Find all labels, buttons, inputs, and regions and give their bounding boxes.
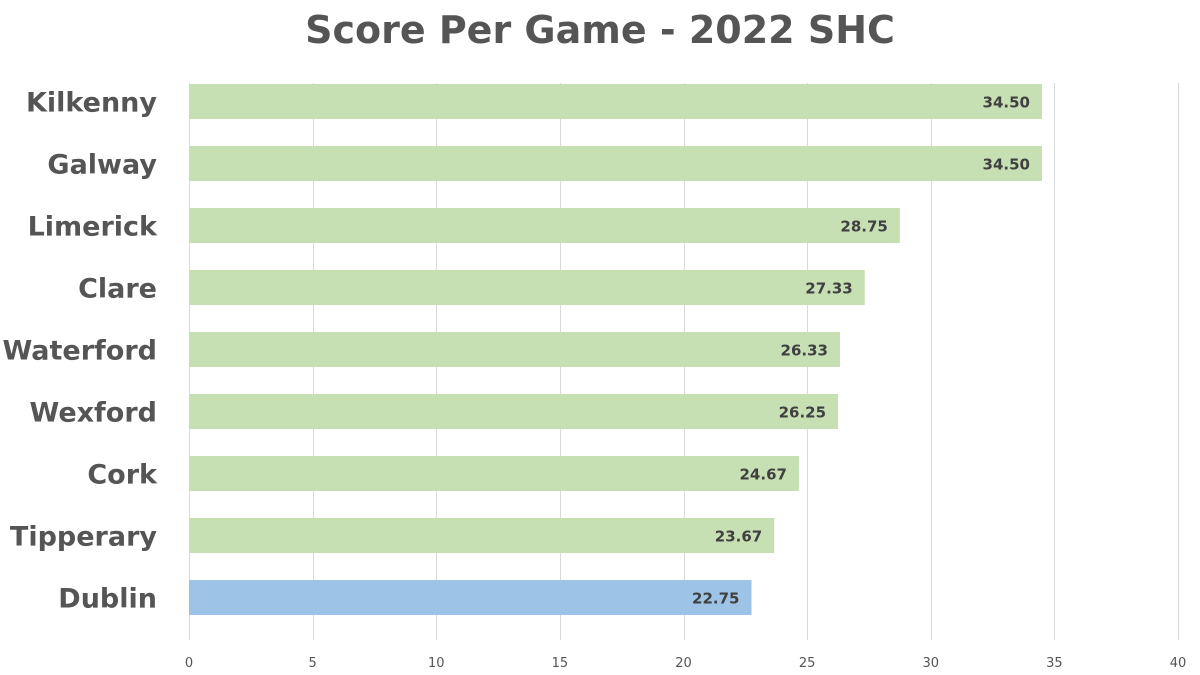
category-label: Tipperary [10, 522, 157, 553]
category-label: Dublin [58, 584, 157, 615]
category-label: Limerick [28, 212, 158, 243]
category-labels: Kilkenny Galway Limerick Clare Waterford Wexf… [2, 88, 158, 615]
bar [189, 332, 841, 367]
x-tick-label: 25 [799, 656, 816, 671]
bar [189, 456, 799, 491]
bar [189, 84, 1043, 119]
bar [189, 518, 775, 553]
data-label: 22.75 [692, 590, 739, 608]
category-label: Wexford [30, 398, 158, 429]
data-label: 34.50 [983, 94, 1030, 112]
data-labels: 34.50 34.50 28.75 27.33 26.33 26.25 24.67 23.67… [692, 94, 1030, 608]
category-label: Kilkenny [26, 88, 157, 119]
bar [189, 208, 900, 243]
data-label: 23.67 [715, 528, 762, 546]
bar [189, 580, 752, 615]
x-tick-label: 0 [185, 656, 193, 671]
bars [189, 84, 1043, 615]
x-tick-label: 20 [675, 656, 692, 671]
data-label: 27.33 [805, 280, 852, 298]
bar [189, 146, 1043, 181]
category-label: Cork [87, 460, 158, 491]
x-tick-label: 35 [1046, 656, 1063, 671]
data-label: 26.25 [779, 404, 826, 422]
bar [189, 394, 839, 429]
data-label: 28.75 [840, 218, 887, 236]
category-label: Waterford [2, 336, 157, 367]
x-tick-labels: 0 5 10 15 20 25 30 35 40 [185, 656, 1186, 671]
data-label: 24.67 [740, 466, 787, 484]
category-label: Galway [47, 150, 157, 181]
data-label: 26.33 [781, 342, 828, 360]
x-tick-label: 40 [1170, 656, 1187, 671]
category-label: Clare [78, 274, 157, 305]
bar [189, 270, 865, 305]
data-label: 34.50 [983, 156, 1030, 174]
x-tick-label: 30 [922, 656, 939, 671]
x-tick-label: 5 [308, 656, 316, 671]
chart-title: Score Per Game - 2022 SHC [305, 8, 895, 52]
x-tick-label: 10 [428, 656, 445, 671]
x-tick-label: 15 [552, 656, 569, 671]
